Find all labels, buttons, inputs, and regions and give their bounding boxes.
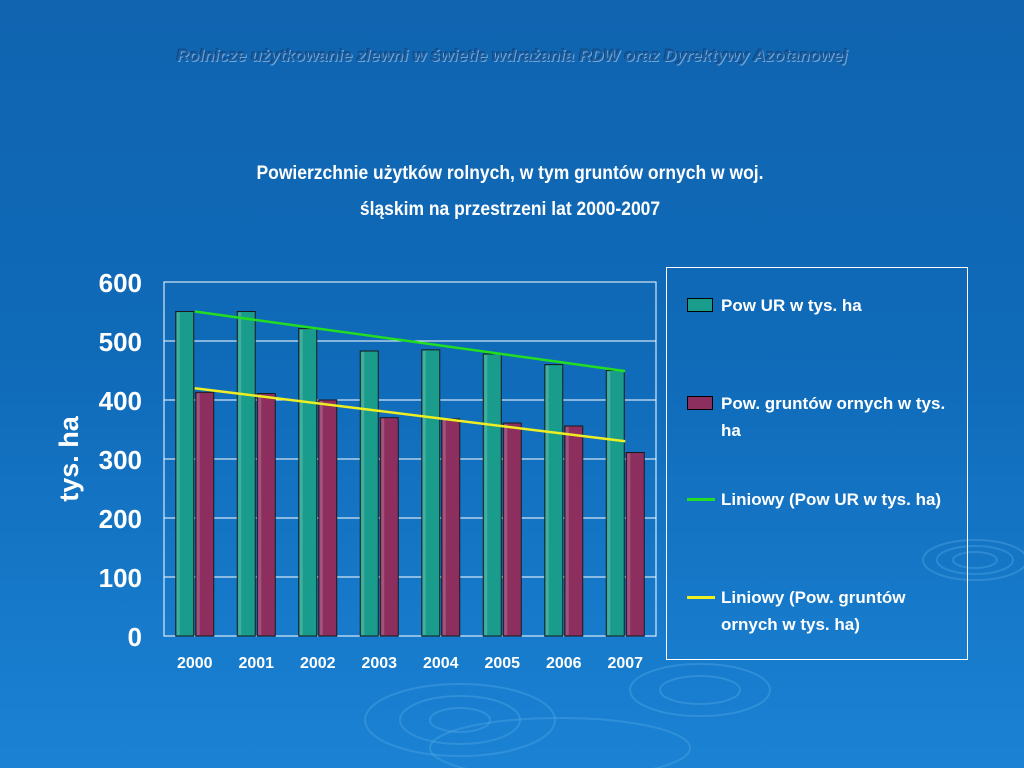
legend-swatch <box>687 596 715 599</box>
chart-title: Powierzchnie użytków rolnych, w tym grun… <box>160 156 859 228</box>
y-tick-label: 0 <box>128 622 142 652</box>
bar-highlight <box>319 401 323 635</box>
bar-2005-series-2 <box>502 422 522 637</box>
legend-label: Liniowy (Pow UR w tys. ha) <box>721 490 942 509</box>
x-tick-label-2006: 2006 <box>546 655 582 672</box>
y-tick-label: 100 <box>99 563 142 593</box>
bar-series-1 <box>175 311 625 637</box>
bar-highlight <box>607 371 611 635</box>
bar-highlight <box>196 393 200 635</box>
chart-legend: Pow UR w tys. ha Pow. gruntów ornych w ty… <box>666 267 968 660</box>
bar-highlight <box>442 419 446 635</box>
x-tick-label-2000: 2000 <box>177 655 213 672</box>
y-tick-label: 600 <box>99 268 142 298</box>
bar-highlight <box>565 426 569 635</box>
bar-highlight <box>422 350 426 635</box>
legend-label: Pow. gruntów ornych w tys. ha <box>721 394 946 440</box>
legend-label: Pow UR w tys. ha <box>721 296 862 315</box>
bar-2006-series-2 <box>564 425 584 637</box>
trendline-2 <box>194 386 626 443</box>
legend-swatch <box>687 498 715 501</box>
bar-series-2 <box>195 391 645 637</box>
bar-highlight <box>361 352 365 635</box>
trendline-1 <box>194 310 626 373</box>
bar-2001-series-2 <box>256 393 276 637</box>
bar-2003-series-1 <box>359 350 379 637</box>
y-tick-label: 200 <box>99 504 142 534</box>
bar-highlight <box>176 312 180 635</box>
bar-highlight <box>545 365 549 635</box>
y-axis-title: tys. ha <box>54 415 84 502</box>
x-tick-label-2002: 2002 <box>300 655 336 672</box>
bar-highlight <box>484 354 488 635</box>
legend-swatch <box>687 396 713 410</box>
bar-2003-series-2 <box>379 417 399 637</box>
bar-2000-series-1 <box>175 311 195 637</box>
bar-highlight <box>504 424 508 635</box>
x-tick-label-2003: 2003 <box>361 655 397 672</box>
bar-2004-series-1 <box>421 349 441 637</box>
bar-highlight <box>238 312 242 635</box>
x-tick-label-2005: 2005 <box>484 655 520 672</box>
y-tick-label: 400 <box>99 386 142 416</box>
bar-highlight <box>299 329 303 635</box>
chart-title-line-2: śląskim na przestrzeni lat 2000-2007 <box>359 199 661 220</box>
bar-2001-series-1 <box>236 311 256 637</box>
chart-title-line-1: Powierzchnie użytków rolnych, w tym grun… <box>256 163 764 184</box>
legend-swatch <box>687 298 713 312</box>
bar-2002-series-2 <box>318 399 338 637</box>
bar-highlight <box>381 418 385 635</box>
x-tick-label-2001: 2001 <box>238 655 274 672</box>
y-tick-label: 300 <box>99 445 142 475</box>
bar-highlight <box>627 453 631 635</box>
x-tick-label-2007: 2007 <box>607 655 643 672</box>
bar-highlight <box>258 394 262 635</box>
y-tick-label: 500 <box>99 327 142 357</box>
bar-2007-series-2 <box>625 452 645 637</box>
bar-2000-series-2 <box>195 391 215 637</box>
legend-label: Liniowy (Pow. gruntów ornych w tys. ha) <box>721 588 906 634</box>
bar-2002-series-1 <box>298 328 318 637</box>
x-tick-label-2004: 2004 <box>423 655 459 672</box>
slide-header: Rolnicze użytkowanie zlewni w świetle wd… <box>176 46 848 65</box>
